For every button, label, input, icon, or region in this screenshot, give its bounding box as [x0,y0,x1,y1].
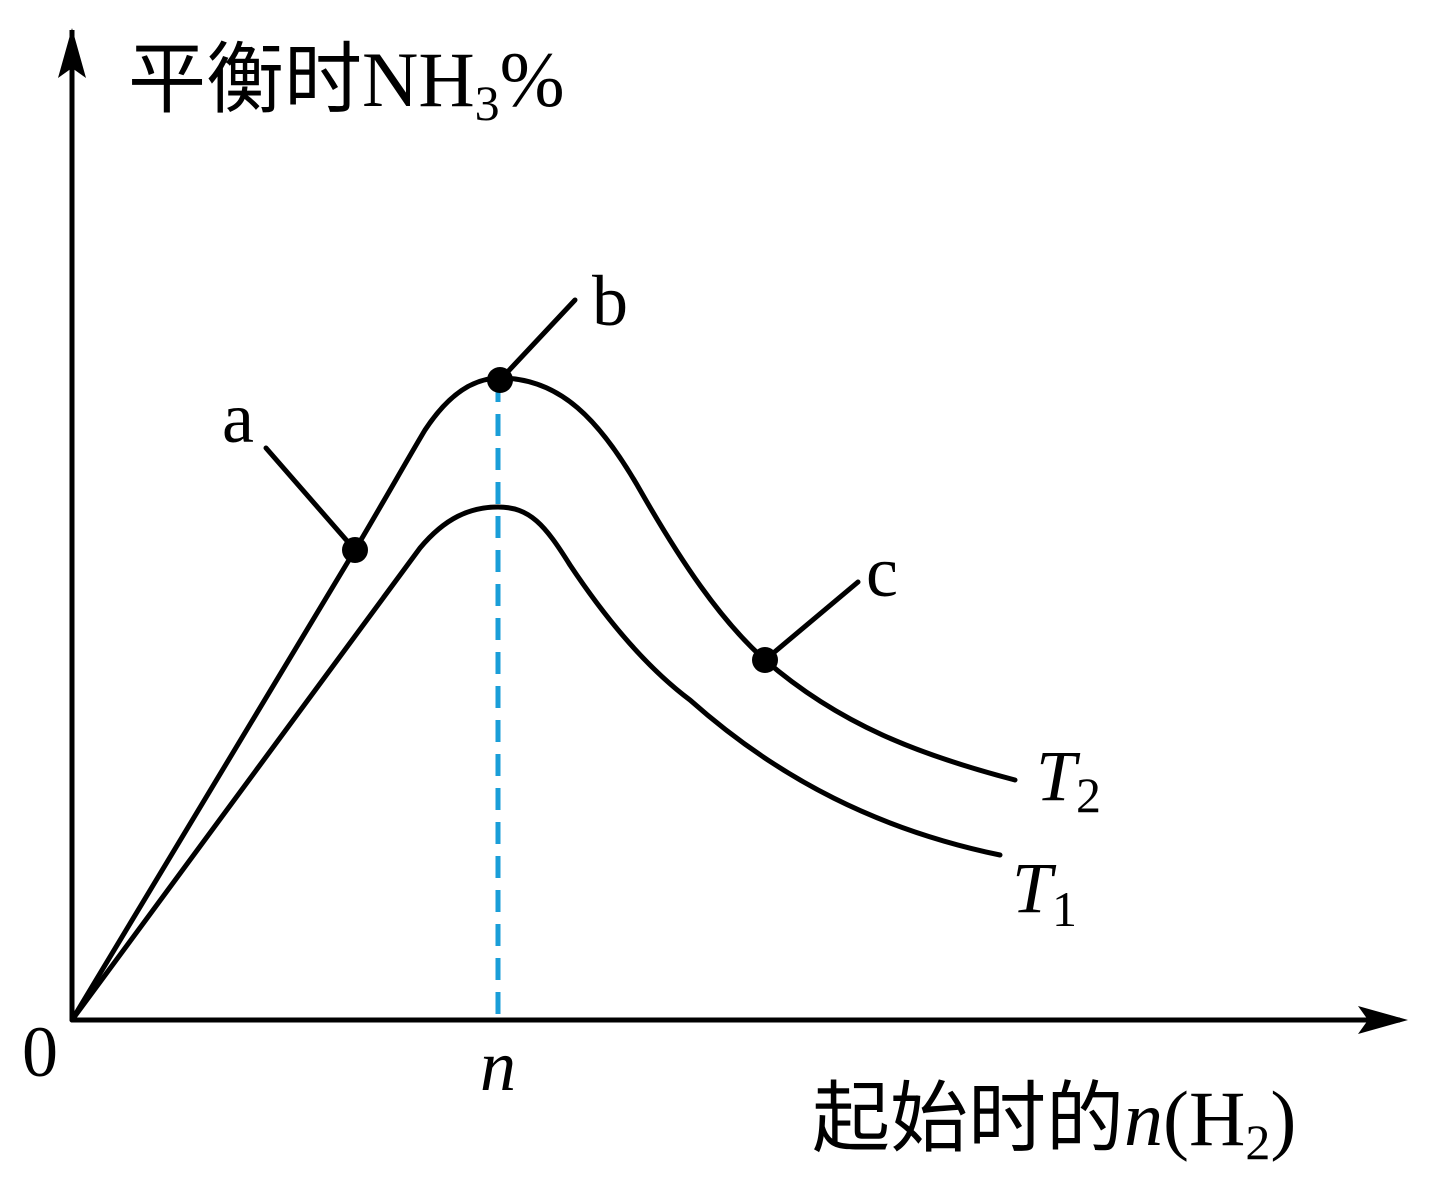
curve-label: T2 [1036,736,1101,823]
point-a [342,537,368,563]
x-label-var: n [1124,1075,1163,1162]
y-label: 平衡时NH3% [128,36,565,131]
curve-t1 [69,504,1003,1023]
x-label-open: (H [1163,1075,1245,1162]
y-label-tail: % [500,36,565,123]
curve-sub: 1 [1052,881,1077,937]
x-marker: n [480,1026,516,1106]
y-axis-arrow [58,28,86,78]
leader-a [263,445,358,553]
curve-label: T1 [1012,848,1077,937]
x-label-close: ) [1270,1075,1296,1162]
point-b [487,367,513,393]
point-label: a [222,378,254,458]
origin-label: 0 [22,1012,58,1092]
x-label: 起始时的n(H2) [812,1075,1296,1170]
curve-sub: 2 [1076,767,1101,823]
curve-name: T [1036,736,1081,816]
x-label-sub: 2 [1245,1114,1270,1170]
curve-t2 [69,375,1018,1023]
point-c [752,647,778,673]
leader-b [497,297,578,383]
curve-name: T [1012,848,1057,928]
point-label: b [592,261,628,341]
x-axis-arrow [1358,1006,1408,1034]
x-label-main: 起始时的 [812,1075,1124,1162]
point-label: c [866,532,898,612]
y-label-sub: 3 [475,75,500,131]
leader-c [762,579,861,663]
y-label-main: 平衡时NH [128,36,475,123]
